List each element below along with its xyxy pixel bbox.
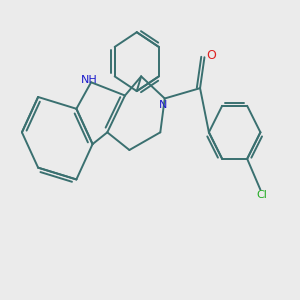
Text: N: N — [159, 100, 167, 110]
Text: O: O — [206, 49, 216, 62]
Text: NH: NH — [81, 75, 98, 85]
Text: Cl: Cl — [256, 190, 267, 200]
